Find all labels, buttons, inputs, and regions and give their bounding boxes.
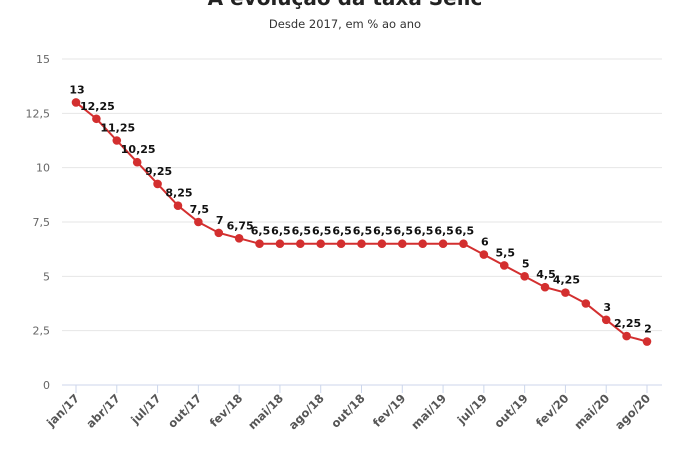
data-point <box>173 201 183 210</box>
x-tick-label: out/18 <box>328 391 367 430</box>
x-tick-label: fev/20 <box>533 391 572 430</box>
y-tick-label: 12,5 <box>26 107 51 120</box>
data-point <box>194 217 203 227</box>
data-label: 2 <box>644 323 652 336</box>
x-tick-label: ago/20 <box>612 391 653 432</box>
data-point <box>540 282 550 292</box>
data-point <box>438 239 448 249</box>
x-tick-label: abr/17 <box>83 391 123 431</box>
data-point <box>581 299 591 308</box>
data-point <box>316 239 326 249</box>
x-tick-label: out/19 <box>491 391 530 430</box>
data-label: 6,5 <box>414 225 434 238</box>
data-label: 8,25 <box>165 187 192 200</box>
data-point <box>92 114 101 124</box>
x-tick-label: out/17 <box>165 391 204 430</box>
data-label: 11,25 <box>100 122 135 135</box>
data-label: 6,5 <box>312 225 332 238</box>
data-point <box>357 239 366 249</box>
data-label: 6,5 <box>394 225 414 238</box>
data-label: 9,25 <box>145 165 172 178</box>
data-point <box>234 234 244 243</box>
data-label: 6,75 <box>227 219 254 232</box>
data-label: 7,5 <box>190 203 210 216</box>
data-point <box>296 239 305 249</box>
data-label: 6,5 <box>251 225 271 238</box>
data-point <box>255 239 264 249</box>
x-tick-label: fev/18 <box>207 391 246 430</box>
y-tick-label: 7,5 <box>33 216 51 229</box>
data-label: 6,5 <box>434 225 454 238</box>
data-label: 7 <box>216 214 224 227</box>
y-tick-label: 0 <box>43 379 50 392</box>
y-tick-label: 10 <box>36 162 50 175</box>
data-label: 6 <box>481 236 489 249</box>
data-point <box>642 337 652 346</box>
data-point <box>601 315 611 325</box>
y-tick-label: 5 <box>43 270 50 283</box>
data-point <box>275 239 285 249</box>
data-label: 6,5 <box>332 225 352 238</box>
data-label: 6,5 <box>292 225 312 238</box>
x-tick-label: jan/17 <box>43 391 82 430</box>
data-label: 6,5 <box>353 225 373 238</box>
data-point <box>479 250 489 259</box>
data-point <box>418 239 427 249</box>
data-point <box>71 98 81 107</box>
x-tick-label: mai/20 <box>571 391 612 432</box>
data-label: 4,5 <box>536 268 556 281</box>
data-label: 6,5 <box>271 225 291 238</box>
data-point <box>153 179 162 189</box>
x-tick-label: mai/19 <box>408 391 449 432</box>
data-label: 5,5 <box>496 246 516 259</box>
data-label: 13 <box>69 83 84 96</box>
data-label: 3 <box>603 301 611 314</box>
data-point <box>459 239 468 249</box>
x-tick-label: jul/17 <box>127 391 163 427</box>
data-label: 10,25 <box>121 143 156 156</box>
y-tick-label: 15 <box>36 53 50 66</box>
x-tick-label: fev/19 <box>370 391 409 430</box>
data-label: 6,5 <box>455 225 475 238</box>
data-label: 5 <box>522 257 530 270</box>
data-point <box>520 272 529 281</box>
x-tick-label: jul/19 <box>454 391 490 427</box>
data-label: 4,25 <box>553 274 580 287</box>
data-label: 12,25 <box>80 100 115 113</box>
data-point <box>561 288 570 297</box>
data-point <box>112 136 122 145</box>
chart-title: A evolução da taxa Selic <box>0 0 690 10</box>
chart-subtitle: Desde 2017, em % ao ano <box>268 17 422 31</box>
data-point <box>377 239 387 249</box>
data-point <box>397 239 407 249</box>
y-tick-label: 2,5 <box>33 325 51 338</box>
data-label: 2,25 <box>614 317 641 330</box>
data-point <box>214 228 224 238</box>
x-tick-label: ago/18 <box>286 391 327 432</box>
data-point <box>499 261 509 270</box>
x-tick-label: mai/18 <box>245 391 286 432</box>
data-point <box>336 239 346 249</box>
data-point <box>622 331 631 341</box>
data-point <box>132 157 142 167</box>
data-label: 6,5 <box>373 225 393 238</box>
